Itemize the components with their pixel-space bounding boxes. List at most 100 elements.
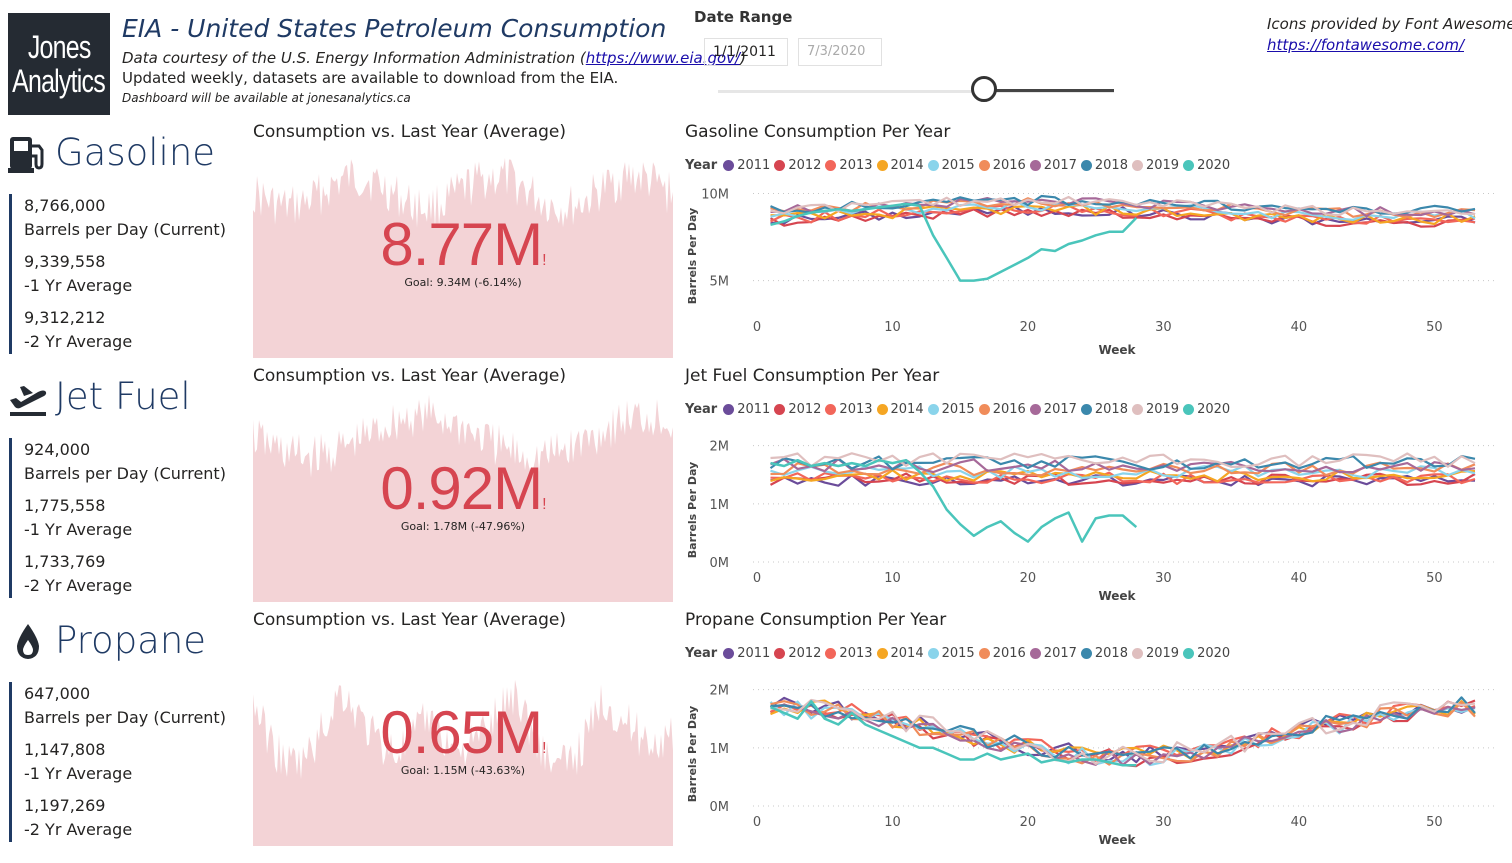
series-line-2020[interactable] xyxy=(770,458,1138,543)
kpi-trend-area xyxy=(253,394,673,602)
legend-item-2020[interactable]: 2020 xyxy=(1183,158,1230,173)
legend-marker xyxy=(1131,648,1143,659)
legend-item-2014[interactable]: 2014 xyxy=(876,158,924,173)
legend-item-2018[interactable]: 2018 xyxy=(1080,158,1128,173)
x-tick-label: 0 xyxy=(753,815,761,830)
legend-item-2017[interactable]: 2017 xyxy=(1029,646,1077,661)
series-line-2019[interactable] xyxy=(770,698,1476,765)
legend-item-2018[interactable]: 2018 xyxy=(1080,646,1128,661)
legend-marker xyxy=(723,648,735,659)
current-label: Barrels per Day (Current) xyxy=(24,464,226,483)
series-line-2018[interactable] xyxy=(769,455,1476,471)
legend-item-2015[interactable]: 2015 xyxy=(927,402,975,417)
plane-departure-icon xyxy=(10,386,47,416)
legend-label: 2014 xyxy=(890,646,924,661)
legend-item-2017[interactable]: 2017 xyxy=(1029,402,1077,417)
legend-marker xyxy=(1029,160,1041,171)
legend-item-2016[interactable]: 2016 xyxy=(978,158,1026,173)
kpi-value: 0.65M xyxy=(380,699,543,766)
end-date-input[interactable]: 7/3/2020 xyxy=(798,38,882,66)
legend-marker xyxy=(927,160,939,171)
legend-item-2017[interactable]: 2017 xyxy=(1029,158,1077,173)
legend-label: 2019 xyxy=(1145,158,1180,173)
gasoline-stats: 8,766,000 Barrels per Day (Current) 9,33… xyxy=(9,194,244,354)
series-line-2015[interactable] xyxy=(770,464,1476,480)
x-tick-label: 30 xyxy=(1155,571,1172,586)
section-title-propane: Propane xyxy=(55,619,207,662)
legend-item-2011[interactable]: 2011 xyxy=(723,402,770,417)
legend-item-2012[interactable]: 2012 xyxy=(774,158,821,173)
kpi-alert-icon: ! xyxy=(542,740,547,757)
line-chart-gasoline[interactable]: 5M 10M 0 10 20 30 40 50 Week Barrels Per Day xyxy=(685,178,1505,363)
legend-marker xyxy=(1080,404,1092,415)
legend-label: 2011 xyxy=(737,646,771,661)
current-label: Barrels per Day (Current) xyxy=(24,220,226,239)
yr2-value: 1,197,269 xyxy=(24,796,106,815)
legend-label: 2017 xyxy=(1043,646,1077,661)
series-line-2019[interactable] xyxy=(770,195,1476,217)
legend-title: Year xyxy=(685,158,718,173)
series-line-2020[interactable] xyxy=(770,202,1138,282)
legend-item-2016[interactable]: 2016 xyxy=(978,402,1026,417)
legend-label: 2020 xyxy=(1197,402,1231,417)
series-line-2013[interactable] xyxy=(770,204,1476,225)
legend-marker xyxy=(978,160,990,171)
y-tick-label: 2M xyxy=(710,440,730,455)
kpi-value-jet-fuel[interactable]: 0.92M! xyxy=(253,454,673,523)
series-line-2019[interactable] xyxy=(770,452,1476,468)
x-tick-label: 20 xyxy=(1020,815,1037,830)
x-tick-label: 10 xyxy=(884,815,901,830)
legend-item-2011[interactable]: 2011 xyxy=(723,158,770,173)
eia-link[interactable]: https://www.eia.gov/ xyxy=(585,49,741,67)
date-slider-track[interactable] xyxy=(718,90,1114,93)
legend-item-2013[interactable]: 2013 xyxy=(825,158,873,173)
kpi-value-propane[interactable]: 0.65M! xyxy=(253,698,673,767)
series-line-2018[interactable] xyxy=(770,696,1476,760)
legend-label: 2016 xyxy=(992,646,1026,661)
legend-label: 2012 xyxy=(788,158,822,173)
legend-item-2012[interactable]: 2012 xyxy=(774,402,821,417)
legend-item-2020[interactable]: 2020 xyxy=(1183,402,1230,417)
series-line-2014[interactable] xyxy=(770,469,1476,483)
legend-item-2018[interactable]: 2018 xyxy=(1080,402,1128,417)
chart-title-gasoline: Gasoline Consumption Per Year xyxy=(685,122,951,142)
line-chart-propane[interactable]: 0M 1M 2M 0 10 20 30 40 50 Week Barrels Per Day xyxy=(685,666,1505,851)
legend-item-2014[interactable]: 2014 xyxy=(876,402,924,417)
chart-title-propane: Propane Consumption Per Year xyxy=(685,610,947,630)
legend-marker xyxy=(1080,160,1092,171)
legend-item-2013[interactable]: 2013 xyxy=(825,402,873,417)
legend-marker xyxy=(1183,648,1195,659)
series-line-2014[interactable] xyxy=(770,203,1476,226)
kpi-value-gasoline[interactable]: 8.77M! xyxy=(253,210,673,279)
legend-item-2019[interactable]: 2019 xyxy=(1131,402,1179,417)
x-tick-label: 50 xyxy=(1426,571,1443,586)
series-line-2011[interactable] xyxy=(770,474,1476,488)
legend-item-2013[interactable]: 2013 xyxy=(825,646,873,661)
line-chart-jet-fuel[interactable]: 0M 1M 2M 0 10 20 30 40 50 Week Barrels Per Day xyxy=(685,422,1505,607)
series-line-2017[interactable] xyxy=(770,458,1476,474)
legend-item-2012[interactable]: 2012 xyxy=(774,646,821,661)
legend-item-2019[interactable]: 2019 xyxy=(1131,646,1179,661)
legend-marker xyxy=(876,648,888,659)
x-tick-label: 50 xyxy=(1426,815,1443,830)
chart-legend: Year 2011 2012 2013 2014 2015 2016 2017 2018 2019… xyxy=(685,646,1234,661)
legend-item-2020[interactable]: 2020 xyxy=(1183,646,1230,661)
yr2-value: 1,733,769 xyxy=(24,552,106,571)
legend-item-2015[interactable]: 2015 xyxy=(927,158,975,173)
series-line-2020[interactable] xyxy=(770,700,1137,767)
legend-label: 2012 xyxy=(788,646,822,661)
kpi-alert-icon: ! xyxy=(542,496,547,513)
kpi-goal-propane: Goal: 1.15M (-43.63%) xyxy=(400,764,526,777)
date-range-label: Date Range xyxy=(694,8,793,26)
font-awesome-link[interactable]: https://fontawesome.com/ xyxy=(1267,36,1464,54)
start-date-input[interactable]: 1/1/2011 xyxy=(704,38,788,66)
legend-item-2011[interactable]: 2011 xyxy=(723,646,770,661)
legend-item-2015[interactable]: 2015 xyxy=(927,646,975,661)
date-slider-handle[interactable] xyxy=(971,76,997,102)
legend-item-2019[interactable]: 2019 xyxy=(1131,158,1180,173)
current-value: 8,766,000 xyxy=(24,196,106,215)
legend-item-2016[interactable]: 2016 xyxy=(978,646,1026,661)
section-title-jet-fuel: Jet Fuel xyxy=(55,375,191,418)
yr2-label: -2 Yr Average xyxy=(24,820,133,839)
legend-item-2014[interactable]: 2014 xyxy=(876,646,924,661)
